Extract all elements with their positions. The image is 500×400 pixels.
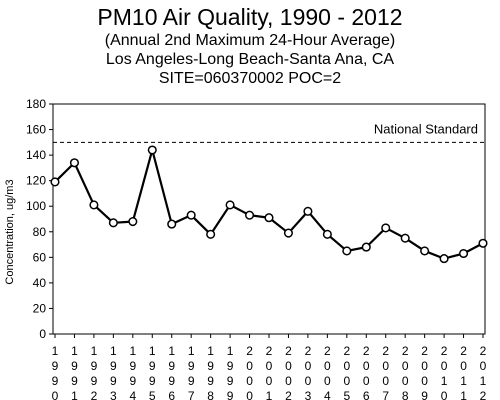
y-tick-label: 180 — [26, 97, 46, 111]
data-point — [381, 223, 391, 233]
chart-location: Los Angeles-Long Beach-Santa Ana, CA — [105, 51, 395, 68]
data-point — [128, 217, 138, 227]
y-tick-label: 120 — [26, 174, 46, 188]
y-tick-label: 100 — [26, 199, 46, 213]
data-point — [283, 228, 294, 238]
y-tick-label: 40 — [33, 276, 47, 290]
data-point — [69, 158, 80, 168]
data-point — [420, 246, 430, 256]
chart-title: PM10 Air Quality, 1990 - 2012 — [97, 4, 403, 30]
data-point — [264, 213, 274, 223]
national-standard-label: National Standard — [374, 121, 478, 136]
data-point — [303, 206, 313, 216]
y-axis-label: Concentration, ug/m3 — [4, 179, 16, 284]
data-point — [147, 145, 157, 155]
axes — [49, 103, 486, 338]
chart-site: SITE=060370002 POC=2 — [158, 70, 342, 87]
y-tick-labels: 0 20 40 60 80 100 120 140 160 180 — [26, 97, 46, 341]
data-point — [458, 248, 469, 259]
y-tick-label: 20 — [33, 301, 47, 315]
data-point — [89, 200, 99, 210]
data-point — [322, 229, 332, 239]
data-point — [108, 218, 118, 228]
y-tick-label: 140 — [26, 148, 46, 162]
chart-subtitle: (Annual 2nd Maximum 24-Hour Average) — [104, 32, 396, 49]
data-point — [225, 200, 235, 210]
data-point — [342, 246, 352, 256]
data-point — [186, 210, 196, 220]
data-point — [167, 219, 177, 229]
data-point — [361, 242, 371, 252]
data-point — [439, 254, 449, 264]
reference-line-group: National Standard — [53, 121, 485, 143]
data-point — [478, 238, 488, 248]
data-point — [206, 229, 216, 239]
data-point — [400, 233, 410, 243]
data-point — [50, 177, 60, 187]
y-tick-label: 0 — [39, 327, 46, 341]
title-block: PM10 Air Quality, 1990 - 2012 (Annual 2n… — [0, 4, 500, 88]
y-tick-label: 160 — [26, 123, 46, 137]
data-point — [244, 210, 255, 220]
x-tick-labels: 1 9 9 0 1 9 9 1 1 9 9 2 1 9 9 3 1 9 9 4 1 9 9 5 1 9 9 6 1 9 9 7 1 9 9 8 1 9 9 9… — [52, 344, 487, 400]
series-group — [50, 145, 488, 264]
y-tick-label: 60 — [33, 250, 47, 264]
series-line — [54, 148, 484, 260]
y-tick-label: 80 — [33, 225, 47, 239]
